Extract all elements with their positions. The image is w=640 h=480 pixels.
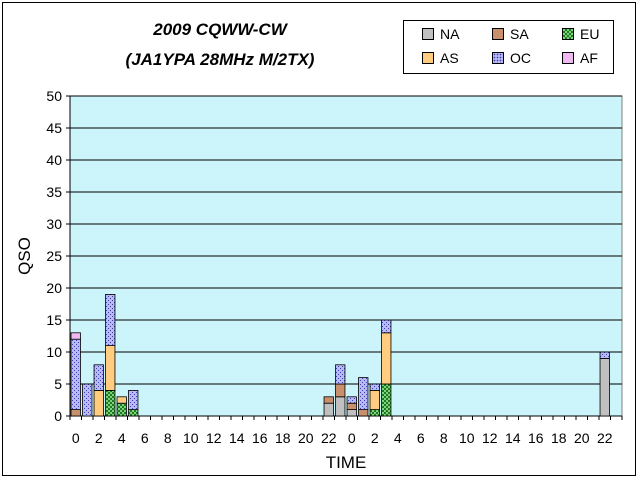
x-tick-label: 6 (417, 430, 425, 446)
y-tick-label: 35 (46, 184, 62, 200)
legend-label: EU (580, 26, 600, 42)
bar-eu (128, 409, 139, 417)
x-tick-label: 6 (141, 430, 149, 446)
x-tick-label: 20 (298, 430, 314, 446)
x-tick-label: 12 (206, 430, 222, 446)
x-tick-label: 20 (574, 430, 590, 446)
y-tick-label: 25 (46, 248, 62, 264)
legend-swatch (562, 52, 574, 64)
x-tick-label: 0 (348, 430, 356, 446)
x-tick-label: 22 (321, 430, 337, 446)
legend-label: AF (580, 50, 598, 66)
bar-eu (381, 383, 392, 417)
bar-as (369, 389, 380, 410)
bar-as (381, 332, 392, 385)
x-tick-label: 14 (505, 430, 521, 446)
x-tick-label: 18 (551, 430, 567, 446)
y-tick-label: 45 (46, 120, 62, 136)
bar-sa (346, 402, 357, 411)
x-tick-label: 16 (528, 430, 544, 446)
x-tick-label: 12 (482, 430, 498, 446)
x-tick-label: 8 (164, 430, 172, 446)
legend-label: OC (510, 50, 531, 66)
x-tick-label: 10 (183, 430, 199, 446)
y-tick-label: 0 (54, 408, 62, 424)
bar-sa (335, 383, 346, 398)
legend-swatch (422, 28, 434, 40)
bar-na (599, 357, 610, 417)
y-tick-label: 40 (46, 152, 62, 168)
legend-swatch (492, 52, 504, 64)
y-tick-label: 5 (54, 376, 62, 392)
x-tick-label: 2 (95, 430, 103, 446)
x-tick-label: 22 (597, 430, 613, 446)
y-tick-label: 15 (46, 312, 62, 328)
bar-na (323, 402, 334, 417)
y-tick-label: 30 (46, 216, 62, 232)
bar-af (70, 332, 81, 340)
bar-eu (369, 409, 380, 417)
legend-label: AS (440, 50, 459, 66)
x-tick-label: 18 (275, 430, 291, 446)
x-tick-label: 4 (118, 430, 126, 446)
bar-na (335, 396, 346, 417)
legend-label: SA (510, 26, 529, 42)
bar-as (93, 389, 104, 417)
y-tick-label: 10 (46, 344, 62, 360)
chart-frame (2, 2, 636, 476)
x-tick-label: 0 (72, 430, 80, 446)
bar-oc (358, 377, 369, 411)
bar-oc (70, 338, 81, 411)
x-tick-label: 16 (252, 430, 268, 446)
legend-label: NA (440, 26, 460, 42)
bar-as (105, 345, 116, 391)
legend: NA SA EU AS OC AF (403, 20, 614, 74)
chart-title: 2009 CQWW-CW (153, 20, 287, 39)
x-tick-label: 10 (459, 430, 475, 446)
x-tick-label: 8 (440, 430, 448, 446)
y-tick-label: 20 (46, 280, 62, 296)
legend-swatch (422, 52, 434, 64)
chart-subtitle: (JA1YPA 28MHz M/2TX) (125, 50, 315, 69)
bar-as (116, 396, 127, 404)
x-tick-label: 4 (394, 430, 402, 446)
x-tick-label: 2 (371, 430, 379, 446)
bar-oc (346, 396, 357, 404)
y-axis-label: QSO (15, 237, 34, 275)
y-tick-label: 50 (46, 88, 62, 104)
x-tick-label: 14 (229, 430, 245, 446)
bar-na (346, 409, 357, 417)
bar-oc (82, 383, 93, 417)
bar-sa (70, 409, 81, 417)
bar-oc (599, 351, 610, 359)
bar-eu (105, 389, 116, 417)
x-axis-label: TIME (326, 453, 367, 472)
bar-sa (323, 396, 334, 404)
bar-oc (335, 364, 346, 385)
bar-oc (381, 319, 392, 334)
legend-swatch (492, 28, 504, 40)
legend-swatch (562, 28, 574, 40)
bar-oc (93, 364, 104, 391)
bar-sa (358, 409, 369, 417)
bar-oc (369, 383, 380, 391)
bar-oc (105, 293, 116, 346)
bar-oc (128, 389, 139, 410)
bar-eu (116, 402, 127, 417)
